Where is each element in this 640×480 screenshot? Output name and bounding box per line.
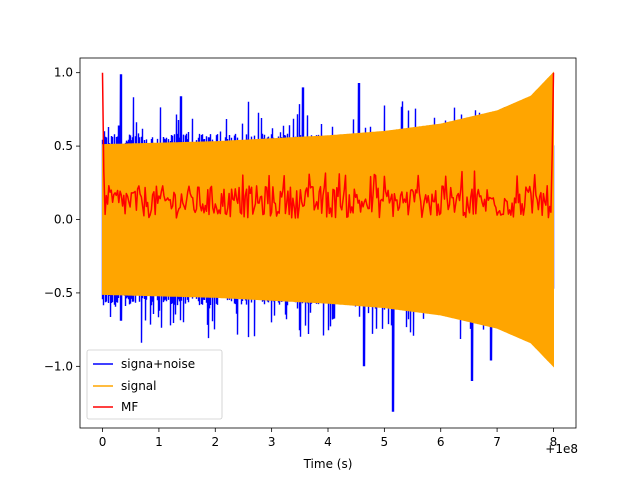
y-tick-label: 0.5 xyxy=(54,139,73,153)
x-axis-label: Time (s) xyxy=(303,457,353,471)
x-tick-label: 7 xyxy=(493,435,501,449)
series-layer xyxy=(101,71,555,412)
y-axis: 1.0 0.5 0.0 −0.5 −1.0 xyxy=(44,66,80,373)
x-tick-label: 1 xyxy=(155,435,163,449)
x-tick-label: 3 xyxy=(268,435,276,449)
legend-label-signal-noise: signa+noise xyxy=(121,357,195,371)
x-tick-label: 6 xyxy=(437,435,445,449)
legend-box xyxy=(86,349,223,420)
legend: signa+noise signal MF xyxy=(86,349,223,420)
y-tick-label: −1.0 xyxy=(44,359,73,373)
x-tick-label: 2 xyxy=(211,435,219,449)
y-tick-label: 0.0 xyxy=(54,213,73,227)
legend-label-signal: signal xyxy=(121,379,157,393)
x-tick-label: 5 xyxy=(381,435,389,449)
x-offset-label: +1e8 xyxy=(545,442,578,456)
x-tick-label: 0 xyxy=(99,435,107,449)
legend-label-mf: MF xyxy=(121,400,138,414)
y-tick-label: 1.0 xyxy=(54,66,73,80)
x-tick-label: 4 xyxy=(324,435,332,449)
series-mf xyxy=(101,72,555,219)
x-tick-label: 8 xyxy=(550,435,558,449)
x-axis: 0 1 2 3 4 5 6 7 8 xyxy=(99,428,558,449)
y-tick-label: −0.5 xyxy=(44,286,73,300)
series-signal xyxy=(102,71,554,368)
